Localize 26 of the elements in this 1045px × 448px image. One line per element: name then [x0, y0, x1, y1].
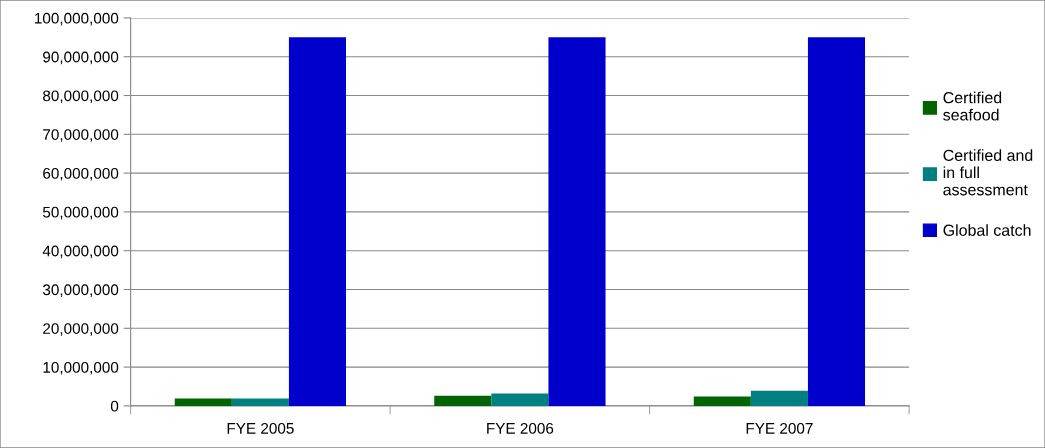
bar [174, 398, 232, 406]
y-tick-label: 30,000,000 [42, 284, 119, 297]
x-tick-label: FYE 2006 [487, 422, 554, 434]
bar [693, 396, 751, 406]
legend-label: Certified seafood [943, 91, 1002, 121]
x-tick-label: FYE 2007 [746, 422, 813, 434]
bar [750, 390, 808, 406]
y-tick-label: 100,000,000 [35, 12, 119, 26]
y-tick-label: 10,000,000 [43, 361, 119, 375]
y-tick-label: 60,000,000 [43, 167, 119, 181]
legend-label: Certified and in full assessment [943, 149, 1033, 196]
bar [807, 37, 866, 406]
y-tick-label: 40,000,000 [42, 245, 119, 259]
y-tick-label: 70,000,000 [43, 129, 119, 142]
x-tick-label: FYE 2005 [227, 422, 294, 434]
bar [231, 398, 289, 406]
bar [434, 395, 492, 406]
y-tick-label: 90,000,000 [43, 51, 119, 65]
y-tick-label: 50,000,000 [42, 206, 119, 220]
legend-label: Global catch [943, 224, 1031, 236]
y-tick-label: 80,000,000 [43, 90, 119, 103]
bar [288, 37, 347, 406]
y-tick-label: 20,000,000 [43, 323, 119, 336]
bar [548, 37, 606, 406]
bar [491, 393, 549, 406]
y-tick-label: 0 [110, 400, 119, 412]
